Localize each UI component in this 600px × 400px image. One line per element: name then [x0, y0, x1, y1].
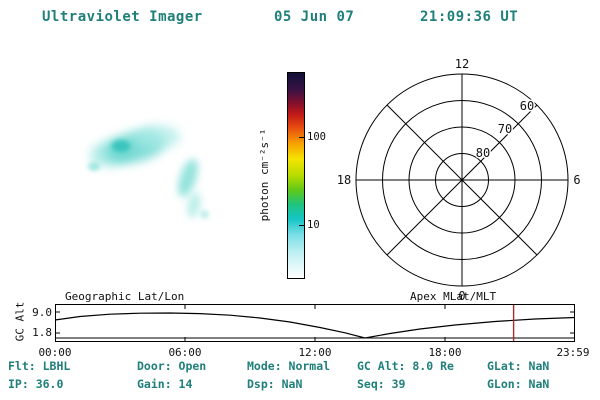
colorbar-tick-label-100: 100: [307, 131, 326, 143]
status-door: Door: Open: [137, 359, 207, 373]
strip-frame: [55, 304, 575, 342]
status-gain: Gain: 14: [137, 377, 193, 391]
strip-ytick-9: 9.0: [32, 306, 52, 319]
app-title: Ultraviolet Imager: [42, 9, 203, 25]
strip-xtick-2359: 23:59: [556, 346, 590, 359]
colorbar-tick-10: [299, 225, 304, 226]
strip-left-title: Geographic Lat/Lon: [65, 290, 185, 303]
strip-ytick-1.8: 1.8: [32, 326, 52, 339]
status-ip: IP: 36.0: [8, 377, 64, 391]
strip-right-title: Apex MLat/MLT: [410, 290, 497, 303]
strip-xtick-1200: 12:00: [298, 346, 332, 359]
polar-hour-label-18: 18: [337, 173, 351, 187]
strip-ylabel: GC Alt: [13, 301, 27, 342]
orbit-curve: [55, 312, 575, 339]
aurora-blob: [200, 210, 209, 219]
polar-lat-label-60: 60: [520, 99, 534, 113]
colorbar-tick-100: [299, 137, 304, 138]
polar-hour-label-6: 6: [573, 173, 580, 187]
header-date: 05 Jun 07: [274, 9, 355, 25]
status-glat: GLat: NaN: [487, 359, 550, 373]
strip-ticks: [55, 304, 575, 342]
strip-xtick-0600: 06:00: [168, 346, 202, 359]
colorbar-tick-label-10: 10: [307, 219, 320, 231]
polar-hour-label-0: 0: [458, 289, 465, 303]
strip-xtick-0000: 00:00: [38, 346, 72, 359]
aurora-blob: [112, 140, 130, 152]
colorbar-units-label: photon cm⁻²s⁻¹: [258, 128, 271, 222]
status-glon: GLon: NaN: [487, 377, 550, 391]
status-seq: Seq: 39: [357, 377, 406, 391]
polar-spoke-diag2: [386, 104, 538, 256]
status-dsp: Dsp: NaN: [247, 377, 303, 391]
gc-alt-strip-chart: [55, 304, 575, 342]
polar-lat-label-70: 70: [498, 122, 512, 136]
strip-xtick-1800: 18:00: [428, 346, 462, 359]
polar-grid-plot: 12 18 6 0 60 70 80: [337, 57, 581, 303]
polar-lat-label-80: 80: [476, 146, 490, 160]
colorbar: [287, 72, 305, 279]
status-mode: Mode: Normal: [247, 359, 331, 373]
polar-hour-label-12: 12: [455, 57, 469, 71]
status-gcalt: GC Alt: 8.0 Re: [357, 359, 454, 373]
aurora-blob: [135, 125, 180, 149]
aurora-image: [60, 110, 235, 235]
status-flt: Flt: LBHL: [8, 359, 71, 373]
aurora-blob: [88, 162, 100, 171]
header-time: 21:09:36 UT: [420, 9, 519, 25]
